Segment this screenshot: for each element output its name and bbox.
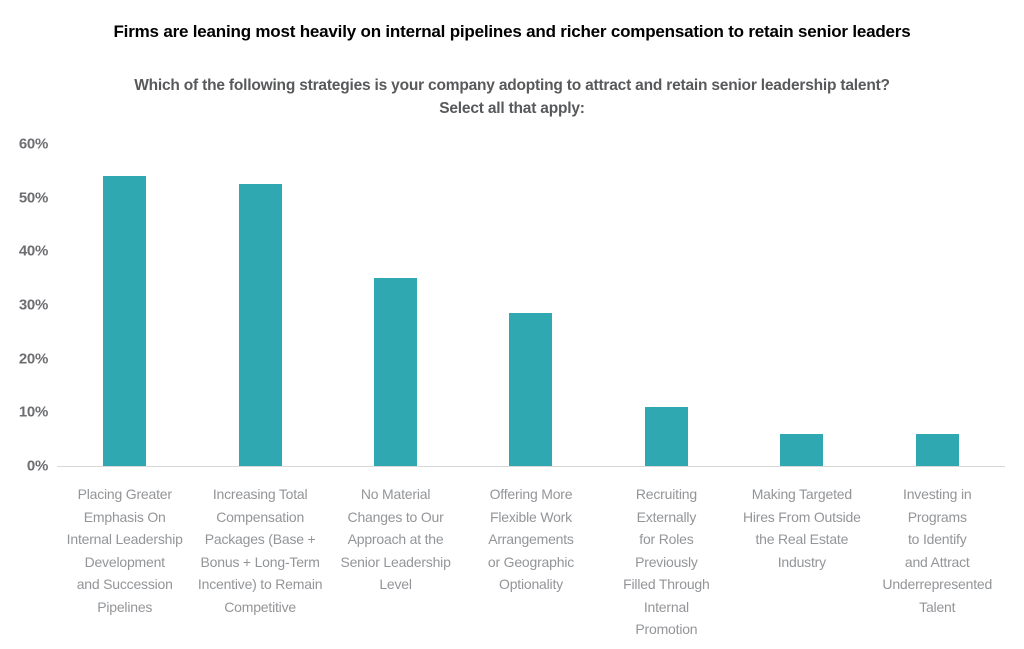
bar-column (463, 144, 598, 466)
bar-chart: 0% 10% 20% 30% 40% 50% 60% Placing Greater Emp… (0, 137, 1024, 641)
category-label: Making Targeted Hires From Outside the R… (742, 486, 861, 570)
y-tick-label: 10% (18, 403, 48, 421)
y-axis: 0% 10% 20% 30% 40% 50% 60% (0, 137, 48, 474)
category-label: No Material Changes to Our Approach at t… (340, 486, 451, 592)
bar (238, 184, 282, 466)
bar (103, 176, 147, 466)
bar-column (870, 144, 1005, 466)
category-label: Offering More Flexible Work Arrangements… (487, 486, 575, 592)
category-label: Increasing Total Compensation Packages (… (197, 486, 323, 615)
bar (374, 278, 418, 466)
y-tick-label: 40% (18, 242, 48, 260)
bar-column (192, 144, 327, 466)
bar (644, 406, 688, 466)
plot-area (57, 144, 1005, 467)
y-tick-label: 30% (18, 296, 48, 314)
y-tick-label: 0% (26, 457, 48, 475)
bar (915, 433, 959, 466)
category-label: Investing in Programs to Identify and At… (882, 486, 993, 615)
chart-title: Firms are leaning most heavily on intern… (113, 22, 911, 41)
x-axis-labels: Placing Greater Emphasis On Internal Lea… (57, 467, 1005, 641)
bar-column (734, 144, 869, 466)
chart-question: Which of the following strategies is you… (134, 77, 890, 117)
y-tick-label: 20% (18, 350, 48, 368)
y-tick-label: 50% (18, 189, 48, 207)
bar-column (599, 144, 734, 466)
bar-column (328, 144, 463, 466)
bar (780, 433, 824, 466)
bar-column (57, 144, 192, 466)
category-label: Recruiting Externally for Roles Previous… (623, 486, 710, 637)
bar (509, 313, 553, 466)
y-tick-label: 60% (18, 135, 48, 153)
category-label: Placing Greater Emphasis On Internal Lea… (66, 486, 183, 615)
